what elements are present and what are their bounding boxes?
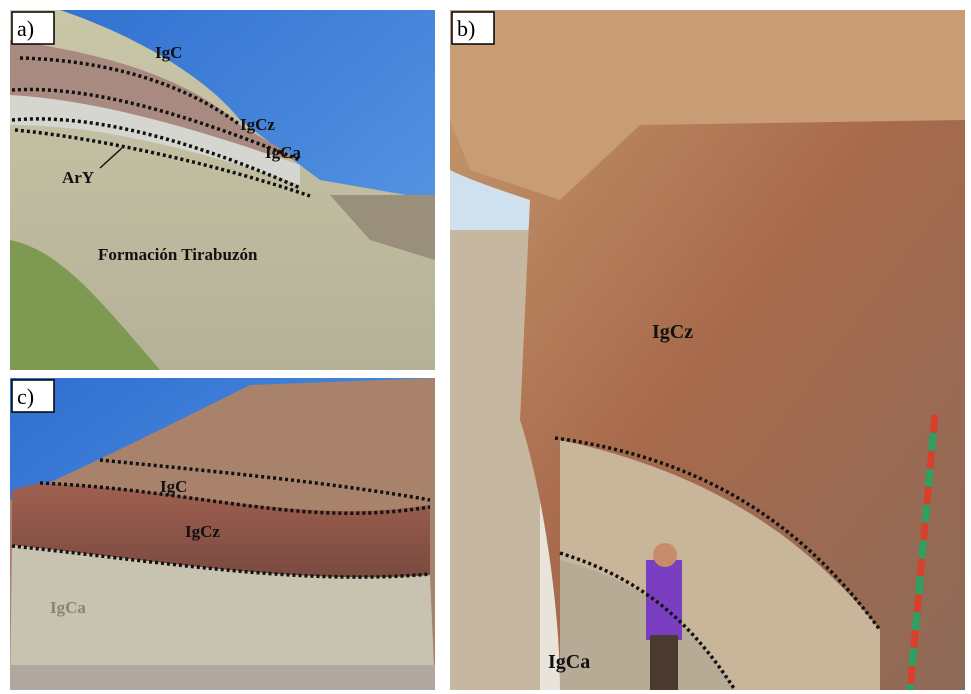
annotation: IgC bbox=[160, 477, 187, 496]
annotation: IgCa bbox=[265, 143, 301, 162]
panel-label: c) bbox=[17, 384, 34, 409]
annotation: IgCa bbox=[548, 651, 590, 673]
panel-label: a) bbox=[17, 16, 34, 41]
annotation: IgCz bbox=[240, 115, 275, 134]
panel-c: IgC IgCz IgCa bbox=[10, 378, 435, 690]
annotation: IgCz bbox=[652, 321, 693, 343]
panel-label: b) bbox=[457, 16, 475, 41]
annotation: IgCz bbox=[185, 522, 220, 541]
annotation: IgC bbox=[155, 43, 182, 62]
figure: IgC IgCz IgCa ArY Formación Tirabuzón a)… bbox=[0, 0, 971, 694]
annotation: ArY bbox=[62, 168, 94, 187]
annotation: Formación Tirabuzón bbox=[98, 245, 258, 264]
panel-a: IgC IgCz IgCa ArY Formación Tirabuzón bbox=[10, 10, 435, 370]
annotation: IgCa bbox=[50, 598, 86, 617]
panel-b: IgCz IgCa bbox=[450, 10, 965, 690]
